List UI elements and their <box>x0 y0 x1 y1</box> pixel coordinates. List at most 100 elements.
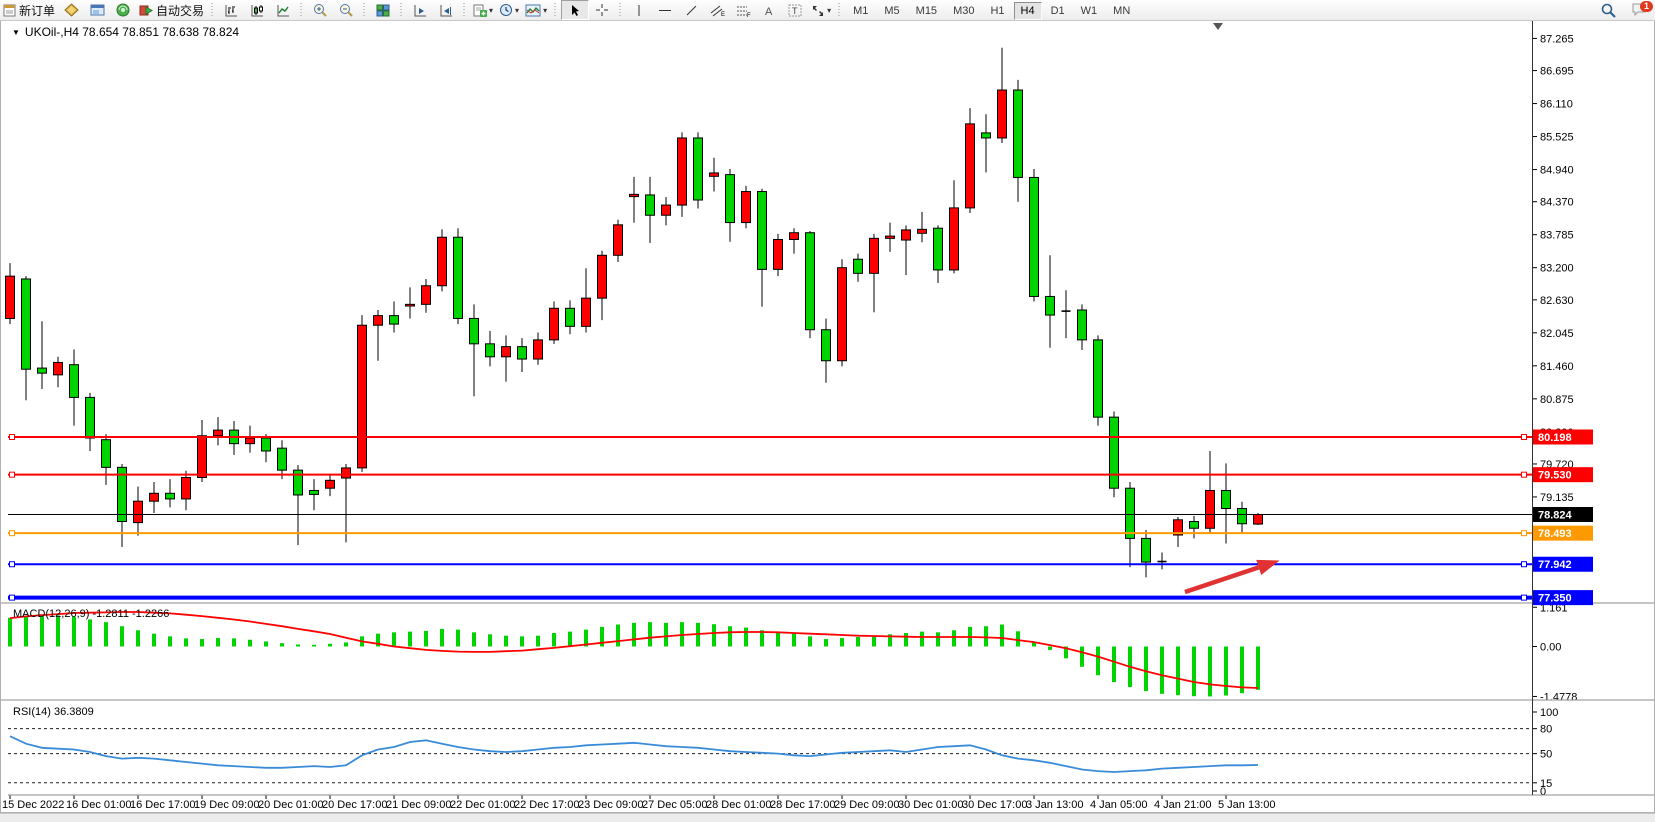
new-order-button[interactable]: 新订单 <box>0 1 58 19</box>
candle-body <box>245 437 255 445</box>
cursor-button[interactable] <box>561 0 590 20</box>
time-tick-label: 28 Dec 17:00 <box>770 799 835 811</box>
line-anchor-handle[interactable] <box>9 471 15 478</box>
vertical-line-button[interactable] <box>626 1 652 19</box>
equidistant-channel-button[interactable]: E <box>704 1 730 19</box>
bar-chart-button[interactable] <box>218 1 244 19</box>
macd-histogram-bar <box>664 622 668 647</box>
metaeditor-button[interactable] <box>58 1 84 19</box>
macd-histogram-bar <box>1224 646 1228 696</box>
line-anchor-handle[interactable] <box>9 594 15 601</box>
macd-histogram-bar <box>584 629 588 647</box>
macd-tick-label: 1.161 <box>1540 602 1568 614</box>
timeframe-mn-button[interactable]: MN <box>1113 5 1131 17</box>
macd-histogram-bar <box>248 639 252 647</box>
candle-body <box>309 489 319 495</box>
timeframe-toolbar: M1 M5 M15 M30 H1 H4 D1 W1 MN <box>845 2 1138 20</box>
line-anchor-handle[interactable] <box>1521 471 1527 478</box>
time-tick-label: 15 Dec 2022 <box>2 799 64 811</box>
search-button[interactable] <box>1595 1 1621 19</box>
macd-histogram-bar <box>1160 646 1164 694</box>
candle-body <box>741 191 751 224</box>
profiles-period-button[interactable]: ▾ <box>496 1 522 19</box>
candle-body <box>885 235 895 239</box>
candle-body <box>1189 520 1199 529</box>
macd-histogram-bar <box>712 624 716 647</box>
timeframe-h1-button[interactable]: H1 <box>990 5 1005 17</box>
line-chart-button[interactable] <box>270 1 296 19</box>
candle-body <box>325 479 335 489</box>
macd-histogram-bar <box>872 635 876 647</box>
line-anchor-handle[interactable] <box>1521 530 1527 537</box>
chart-shift-button[interactable] <box>433 1 459 19</box>
candle-body <box>1125 487 1135 539</box>
terminal-button[interactable] <box>84 1 110 19</box>
price-label-text: 80.198 <box>1538 432 1572 444</box>
line-anchor-handle[interactable] <box>9 561 15 568</box>
candle-body <box>645 194 655 216</box>
arrows-button[interactable]: ▾ <box>808 1 834 19</box>
macd-histogram-bar <box>1144 646 1148 692</box>
price-label-box <box>1533 506 1593 522</box>
toolbar-separator <box>209 3 217 17</box>
toolbar-separator <box>461 3 469 17</box>
text-button[interactable]: A <box>756 1 782 19</box>
macd-histogram-bar <box>888 634 892 647</box>
macd-histogram-bar <box>792 633 796 647</box>
candle-body <box>757 191 767 270</box>
auto-scroll-button[interactable] <box>407 1 433 19</box>
timeframe-d1-button[interactable]: D1 <box>1050 5 1065 17</box>
line-anchor-handle[interactable] <box>1521 561 1527 568</box>
indicators-button[interactable]: ▾ <box>522 1 550 19</box>
autotrading-button[interactable]: 自动交易 <box>136 1 207 19</box>
line-anchor-handle[interactable] <box>9 530 15 537</box>
candle-body <box>917 228 927 234</box>
zoom-in-button[interactable] <box>307 1 333 19</box>
zoom-out-button[interactable] <box>333 1 359 19</box>
arrow-annotation[interactable] <box>1184 565 1260 595</box>
community-button[interactable] <box>110 1 136 19</box>
fibonacci-button[interactable]: F <box>730 1 756 19</box>
macd-histogram-bar <box>1000 624 1004 647</box>
macd-histogram-bar <box>1176 646 1180 696</box>
toolbar-right: 1 <box>1595 0 1653 19</box>
arrow-annotation-head[interactable] <box>1256 559 1280 576</box>
timeframe-w1-button[interactable]: W1 <box>1080 5 1098 17</box>
candlestick-chart-button[interactable] <box>244 1 270 19</box>
timeframe-m15-button[interactable]: M15 <box>915 5 938 17</box>
bar-chart-icon <box>225 4 238 16</box>
chart-title: ▼ UKOil-,H4 78.654 78.851 78.638 78.824 <box>12 25 239 39</box>
timeframe-m5-button[interactable]: M5 <box>884 5 900 17</box>
horizontal-line-button[interactable] <box>652 1 678 19</box>
new-chart-button[interactable]: ▾ <box>470 1 496 19</box>
line-anchor-handle[interactable] <box>1521 434 1527 440</box>
trendline-button[interactable] <box>678 1 704 19</box>
crosshair-button[interactable] <box>589 1 615 19</box>
text-label-button[interactable]: T <box>782 1 808 19</box>
time-tick-label: 22 Dec 01:00 <box>450 799 515 811</box>
time-tick-label: 16 Dec 01:00 <box>66 799 131 811</box>
chart-shift-marker[interactable] <box>1213 23 1223 30</box>
candle-body <box>1253 513 1263 525</box>
macd-histogram-bar <box>40 614 44 647</box>
timeframe-m1-button[interactable]: M1 <box>853 5 869 17</box>
line-anchor-handle[interactable] <box>9 434 15 440</box>
notifications-button[interactable]: 1 <box>1631 0 1653 19</box>
macd-histogram-bar <box>104 622 108 647</box>
line-anchor-handle[interactable] <box>1521 594 1527 601</box>
candle-body <box>789 232 799 240</box>
tile-windows-button[interactable] <box>370 1 396 19</box>
autotrading-label: 自动交易 <box>156 3 205 18</box>
candle-body <box>389 315 399 325</box>
timeframe-m30-button[interactable]: M30 <box>953 5 975 17</box>
arrows-icon <box>813 5 824 16</box>
macd-histogram-bar <box>136 630 140 647</box>
candle-body <box>469 317 479 345</box>
timeframe-h4-button[interactable]: H4 <box>1013 2 1042 20</box>
macd-histogram-bar <box>776 632 780 647</box>
auto-scroll-icon <box>414 4 427 16</box>
trendline-icon <box>686 5 696 15</box>
macd-histogram-bar <box>1112 646 1116 682</box>
symbol-dropdown-icon[interactable]: ▼ <box>12 28 20 37</box>
